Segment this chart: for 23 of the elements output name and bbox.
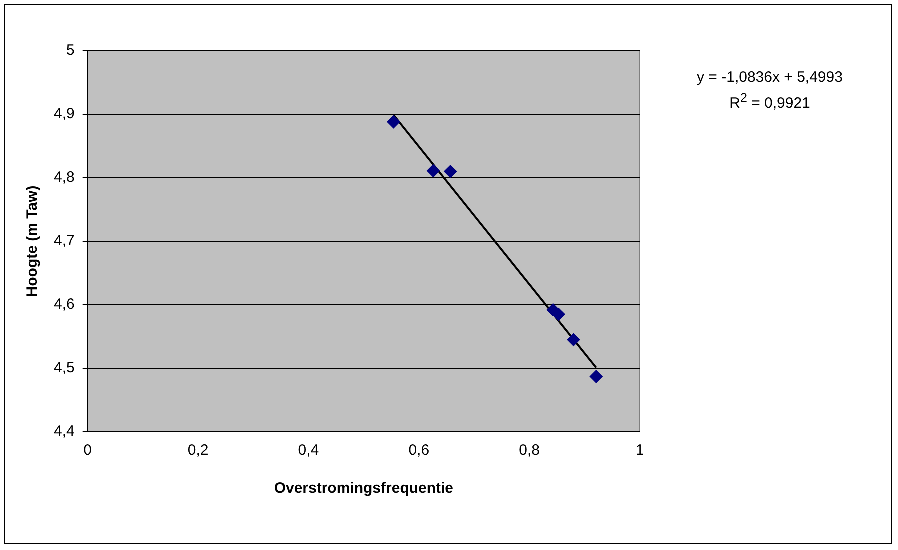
y-tick-label: 4,8: [54, 169, 75, 186]
point: [444, 165, 458, 178]
text: y = -1,0836x + 5,4993: [696, 68, 844, 88]
y-tick-label: 5: [66, 42, 75, 60]
y-tick-label: 4,4: [54, 423, 75, 440]
x-tick-label: 1: [636, 442, 644, 460]
y-tick-label: 4,5: [54, 360, 75, 377]
x-tick-label: 0: [84, 442, 92, 460]
x-tick-label: 0,2: [188, 442, 209, 460]
point: [590, 370, 603, 384]
point: [552, 308, 566, 322]
x-tick-label: 0,4: [298, 442, 320, 460]
y-tick-label: 4,7: [54, 232, 75, 250]
point: [567, 333, 580, 346]
text: R$^{2}$ = 0,9921: [728, 90, 812, 114]
x-tick-label: 0,6: [408, 442, 430, 460]
y-tick-label: 4,6: [54, 296, 75, 314]
point: [426, 164, 440, 178]
x-tick-label: 0,8: [519, 442, 540, 460]
point: [387, 116, 400, 129]
y-axis-title: Hoogte (m Taw): [24, 186, 42, 298]
y-tick-label: 4,9: [54, 106, 75, 123]
x-axis-title: Overstromingsfrequentie: [274, 480, 454, 498]
